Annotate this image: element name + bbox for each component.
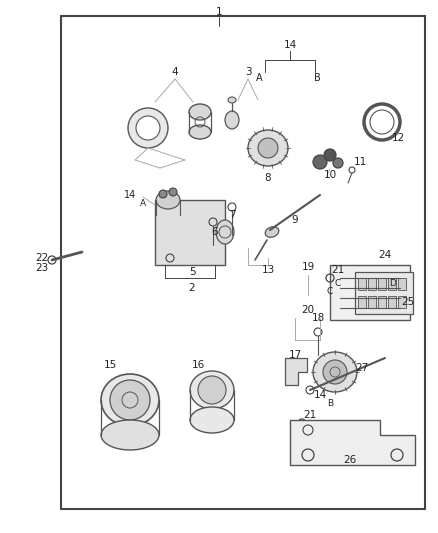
- Text: 12: 12: [392, 133, 405, 143]
- Circle shape: [324, 149, 336, 161]
- Ellipse shape: [190, 407, 234, 433]
- Ellipse shape: [101, 374, 159, 426]
- Text: C: C: [327, 287, 333, 296]
- Polygon shape: [155, 200, 225, 265]
- Circle shape: [313, 155, 327, 169]
- Text: 26: 26: [343, 455, 357, 465]
- Ellipse shape: [228, 97, 236, 103]
- Bar: [398, 278, 406, 290]
- Bar: [368, 296, 376, 308]
- Circle shape: [128, 108, 168, 148]
- Polygon shape: [285, 358, 307, 385]
- Circle shape: [258, 138, 278, 158]
- Circle shape: [323, 360, 347, 384]
- Bar: [355, 272, 413, 314]
- Text: 5: 5: [189, 267, 195, 277]
- Circle shape: [159, 190, 167, 198]
- Bar: [61, 16, 425, 509]
- Text: 16: 16: [191, 360, 205, 370]
- Ellipse shape: [156, 191, 180, 209]
- Text: 18: 18: [311, 313, 325, 323]
- Text: B: B: [327, 399, 333, 408]
- Ellipse shape: [101, 420, 159, 450]
- Ellipse shape: [216, 220, 234, 244]
- Text: D: D: [389, 279, 396, 287]
- Text: B: B: [314, 73, 320, 83]
- Ellipse shape: [225, 111, 239, 129]
- Text: 11: 11: [353, 157, 367, 167]
- Circle shape: [198, 376, 226, 404]
- Bar: [330, 265, 410, 320]
- Text: A: A: [256, 73, 262, 83]
- Bar: [398, 296, 406, 308]
- Text: 14: 14: [313, 390, 327, 400]
- Text: 14: 14: [124, 190, 136, 200]
- Ellipse shape: [190, 371, 234, 409]
- Text: 22: 22: [35, 253, 49, 263]
- Text: 17: 17: [288, 350, 302, 360]
- Text: 24: 24: [378, 250, 392, 260]
- Text: 6: 6: [212, 227, 218, 237]
- Ellipse shape: [189, 104, 211, 120]
- Text: 14: 14: [283, 40, 297, 50]
- Text: A: A: [140, 198, 146, 207]
- Text: 9: 9: [292, 215, 298, 225]
- Ellipse shape: [189, 125, 211, 139]
- Polygon shape: [290, 420, 415, 465]
- Circle shape: [370, 110, 394, 134]
- Text: 20: 20: [301, 305, 314, 315]
- Text: 3: 3: [245, 67, 251, 77]
- Text: 21: 21: [304, 410, 317, 420]
- Text: 10: 10: [323, 170, 336, 180]
- Bar: [358, 278, 366, 290]
- Text: 2: 2: [189, 283, 195, 293]
- Text: 15: 15: [103, 360, 117, 370]
- Text: 7: 7: [229, 210, 235, 220]
- Text: 27: 27: [355, 363, 369, 373]
- Bar: [378, 278, 386, 290]
- Text: 25: 25: [401, 297, 415, 307]
- Ellipse shape: [313, 352, 357, 392]
- Circle shape: [333, 158, 343, 168]
- Circle shape: [136, 116, 160, 140]
- Bar: [388, 296, 396, 308]
- Text: 23: 23: [35, 263, 49, 273]
- Text: C: C: [335, 279, 341, 287]
- Text: 13: 13: [261, 265, 275, 275]
- Ellipse shape: [248, 130, 288, 166]
- Text: 8: 8: [265, 173, 271, 183]
- Bar: [368, 278, 376, 290]
- Text: 1: 1: [215, 7, 223, 17]
- Bar: [388, 278, 396, 290]
- Circle shape: [110, 380, 150, 420]
- Text: 19: 19: [301, 262, 314, 272]
- Ellipse shape: [265, 227, 279, 237]
- Bar: [358, 296, 366, 308]
- Text: 4: 4: [172, 67, 178, 77]
- Text: 21: 21: [332, 265, 345, 275]
- Circle shape: [169, 188, 177, 196]
- Bar: [378, 296, 386, 308]
